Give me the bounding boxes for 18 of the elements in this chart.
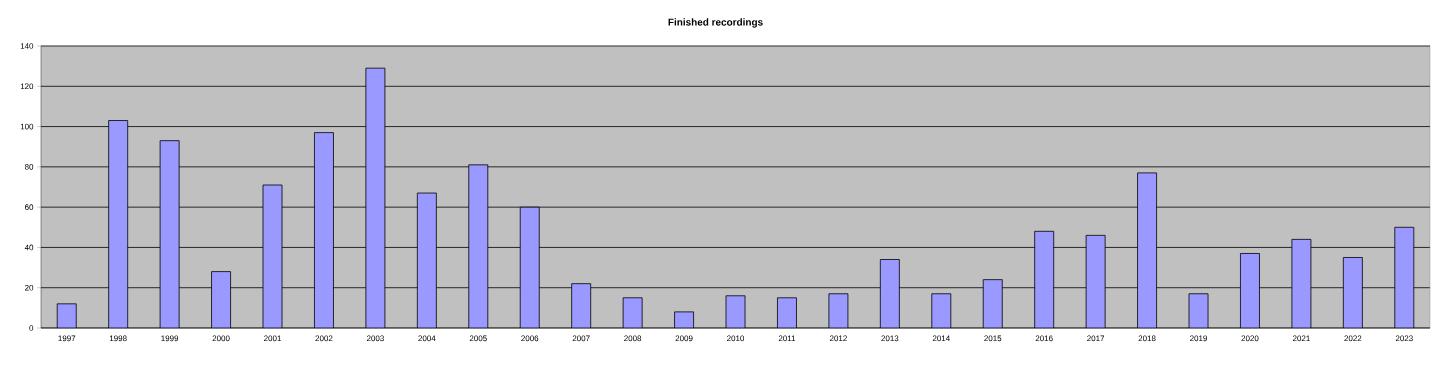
bar bbox=[1137, 172, 1157, 328]
bar bbox=[1394, 226, 1415, 328]
bar bbox=[211, 271, 231, 328]
bar bbox=[56, 303, 77, 328]
bar bbox=[571, 283, 592, 328]
bar bbox=[1240, 253, 1260, 328]
bar bbox=[1034, 230, 1055, 328]
bar bbox=[982, 279, 1003, 328]
bar bbox=[777, 297, 797, 328]
bar bbox=[519, 206, 540, 328]
bar bbox=[879, 259, 900, 328]
bar bbox=[416, 192, 437, 328]
bar bbox=[1342, 257, 1363, 328]
bar bbox=[468, 164, 489, 328]
bar bbox=[314, 132, 334, 328]
bar bbox=[931, 293, 952, 328]
chart-title: Finished recordings bbox=[668, 18, 763, 28]
bar bbox=[108, 120, 129, 328]
